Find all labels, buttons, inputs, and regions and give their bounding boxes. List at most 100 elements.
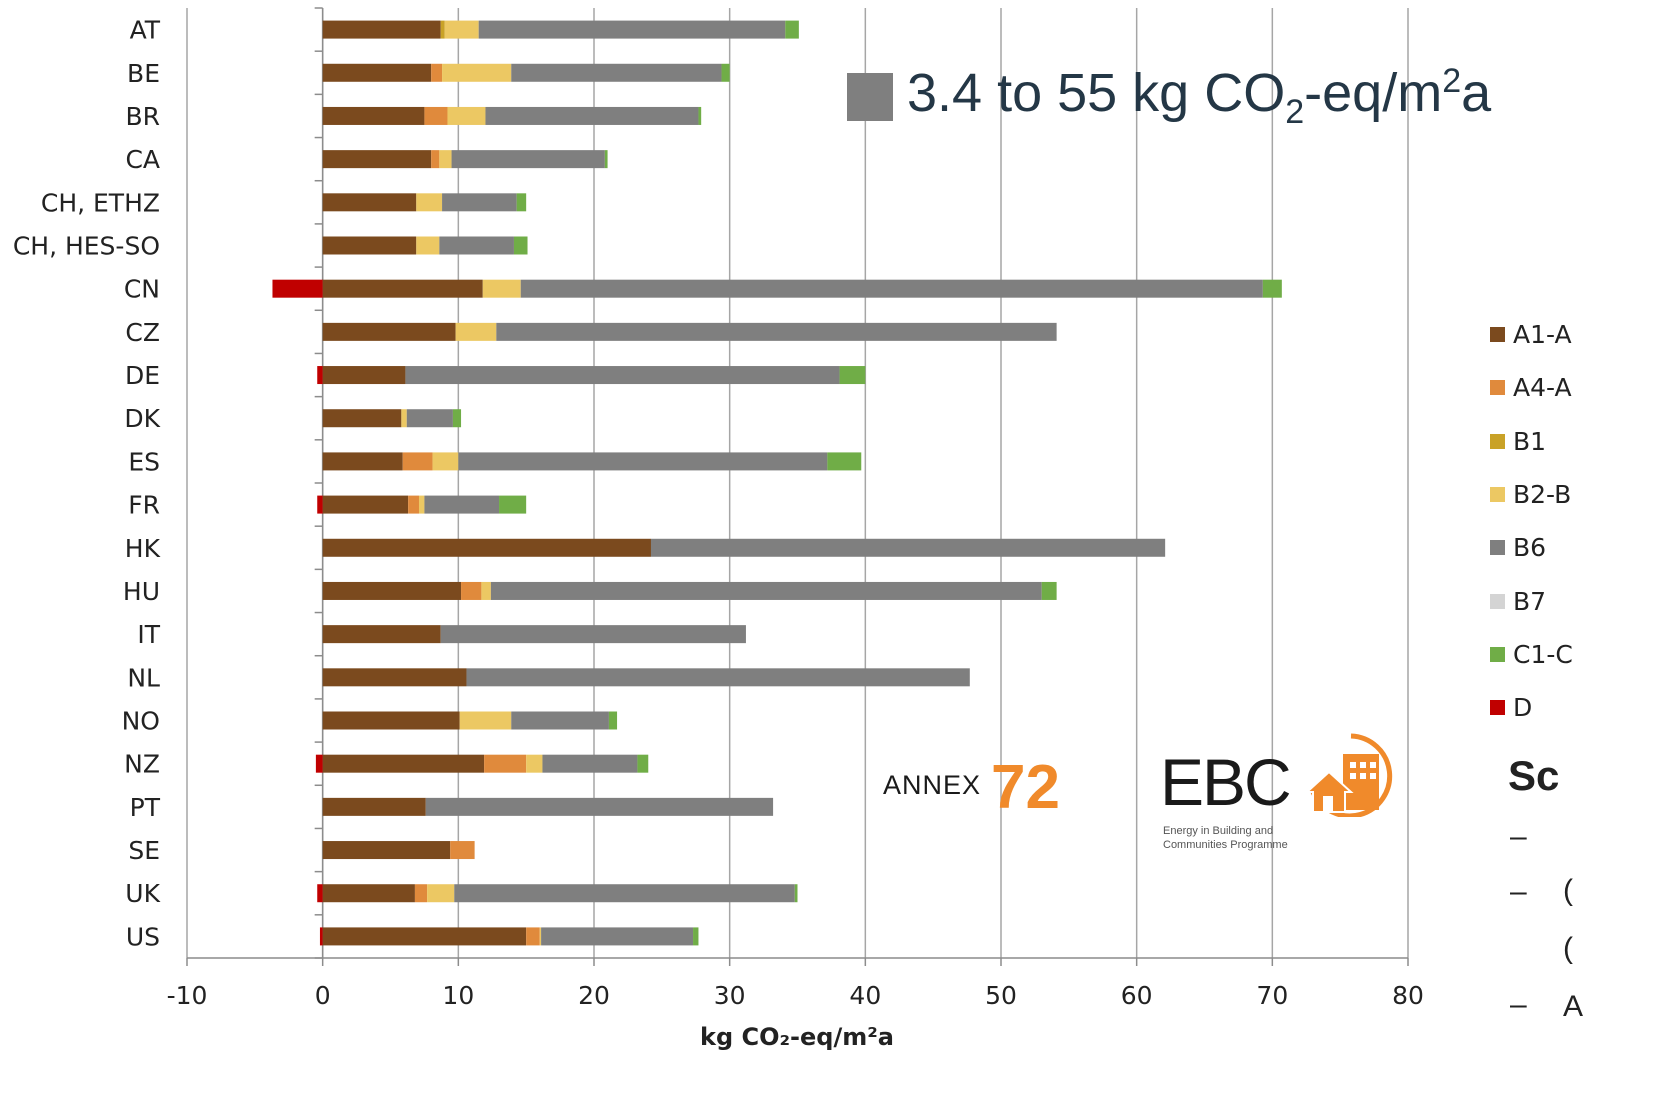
bullet-dash: – [1510,988,1527,1021]
legend-label: B1 [1513,426,1547,456]
callout-swatch [847,72,893,121]
bar-segment [322,668,467,687]
bar-segment [455,322,497,341]
bar-segment [322,884,415,903]
category-label: AT [130,16,161,45]
bar-segment [405,366,840,385]
legend-item: D [1490,681,1573,734]
bar-segment [322,409,402,428]
bar-segment [698,106,702,125]
bar-segment [452,409,462,428]
bar-segment [461,581,482,600]
legend-item: B2-B [1490,468,1573,521]
bar-segment [418,495,425,514]
bar-segment [322,20,441,39]
legend-item: A4-A [1490,361,1573,414]
bar-segment [454,884,795,903]
bar-segment [442,63,512,82]
bar-segment [319,927,323,946]
x-tick-label: 60 [1121,981,1153,1010]
bar-segment [839,366,866,385]
bar-segment [459,711,512,730]
bar-segment [431,63,443,82]
bar-segment [637,754,649,773]
category-label: SE [128,836,160,865]
bar-segment [272,279,323,298]
legend-swatch [1490,380,1505,396]
bars [272,20,1282,946]
bar-segment [785,20,799,39]
bar-segment [482,279,521,298]
callout-sub: 2 [1285,92,1305,131]
bar-segment [322,279,483,298]
category-label: CN [124,275,160,304]
legend-label: C1-C [1513,639,1573,669]
category-label: HK [125,534,161,563]
legend-swatch [1490,593,1505,609]
category-label: NL [127,663,160,692]
x-tick-label: 50 [985,981,1017,1010]
cut-text: ( [1563,932,1573,965]
legend-swatch [1490,433,1505,449]
bar-segment [542,754,638,773]
bar-segment [408,495,419,514]
bar-segment [322,538,651,557]
annex-number: 72 [991,753,1060,822]
cut-text: A [1563,990,1584,1023]
category-label: HU [123,577,160,606]
bar-segment [490,581,1042,600]
x-tick-label: -10 [167,981,208,1010]
bar-segment [322,193,417,212]
category-label: IT [137,620,160,649]
callout-mid: -eq/m [1304,63,1443,123]
x-axis-label: kg CO₂-eq/m²a [700,1023,894,1051]
x-tick-label: 40 [849,981,881,1010]
bar-segment [322,150,432,169]
bar-segment [451,150,605,169]
category-label: FR [128,491,160,520]
callout-end: a [1461,63,1492,123]
legend-swatch [1490,327,1505,343]
legend-label: A1-A [1513,320,1572,350]
category-labels: AT BE BR CA CH, ETHZ CH, HES-SO CN CZ DE DK ES FR HK… [13,16,161,952]
x-tick-label: 20 [578,981,610,1010]
legend-swatch [1490,540,1505,556]
bar-segment [604,150,608,169]
bar-segment [317,495,323,514]
x-tick-label: 80 [1392,981,1424,1010]
category-label: BR [125,102,160,131]
annex-logo: ANNEX 72 [883,752,1060,823]
bar-segment [432,452,459,471]
category-label: ES [128,447,160,476]
bar-segment [439,236,514,255]
bar-segment [317,366,323,385]
bar-segment [499,495,527,514]
bar-segment [444,20,479,39]
ebc-sub-line2: Communities Programme [1163,839,1288,851]
legend-swatch [1490,646,1505,662]
bar-segment [794,884,798,903]
bar-segment [442,193,517,212]
bar-segment [481,581,491,600]
bar-segment [424,495,500,514]
bar-segment [511,711,609,730]
bar-segment [322,63,432,82]
legend-label: B7 [1513,586,1547,616]
category-label: NO [122,707,160,736]
bar-segment [322,236,417,255]
x-tick-label: 10 [442,981,474,1010]
cut-text: ( [1563,874,1573,907]
category-label: DE [125,361,160,390]
bar-segment [322,495,409,514]
bar-segment [416,193,443,212]
legend-label: A4-A [1513,373,1572,403]
cut-heading: Sc [1508,752,1560,799]
bar-segment [406,409,453,428]
legend-item: B1 [1490,415,1573,468]
category-label: CA [125,145,160,174]
bar-segment [322,581,462,600]
bar-segment [439,150,452,169]
bar-segment [401,409,407,428]
category-label: BE [127,59,160,88]
bar-segment [466,668,970,687]
